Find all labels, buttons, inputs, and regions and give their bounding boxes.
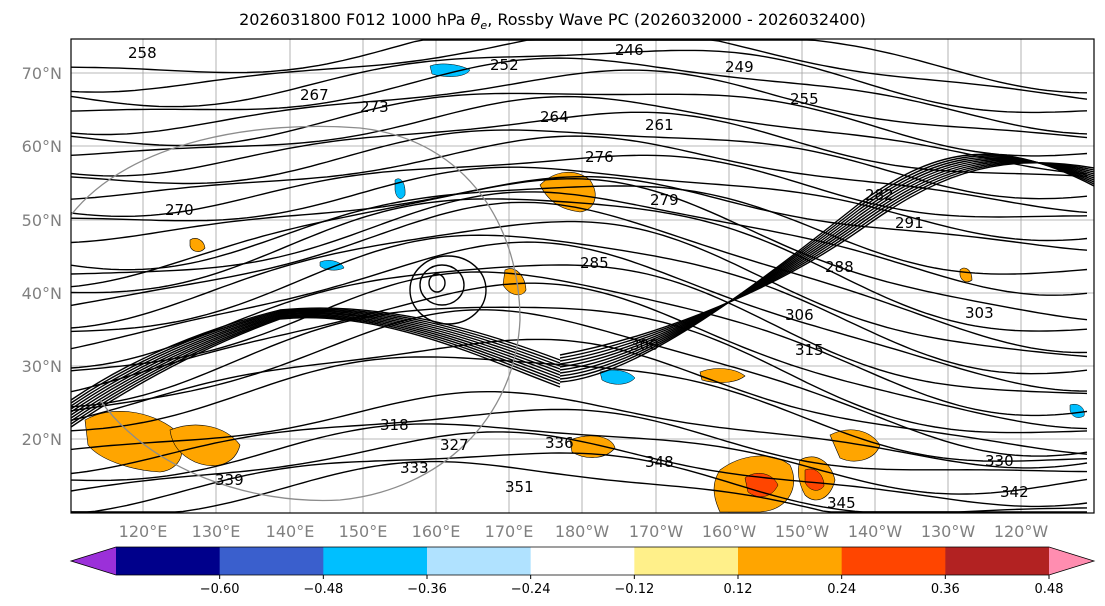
contour-label: 282 (865, 186, 894, 204)
contour-label: 288 (825, 258, 854, 276)
colorbar-segment (323, 547, 428, 575)
map-border (70, 38, 1095, 514)
lat-label: 30°N (22, 357, 62, 376)
contour-label: 318 (380, 416, 409, 434)
contour-label: 336 (545, 434, 574, 452)
lon-label: 180°W (555, 522, 610, 541)
lon-label: 170°W (629, 522, 684, 541)
contour-label: 342 (1000, 483, 1029, 501)
contour-label: 273 (360, 98, 389, 116)
colorbar-extend-high (1049, 547, 1094, 575)
contour-labels: 246 249 252 255 258 261 264 267 270 273 … (128, 41, 1029, 512)
contour-label: 270 (165, 201, 194, 219)
lat-label: 60°N (22, 137, 62, 156)
contour-label: 351 (505, 478, 534, 496)
lon-label: 170°E (485, 522, 534, 541)
contour-label: 258 (128, 44, 157, 62)
colorbar-extend-low (71, 547, 116, 575)
latitude-labels: 70°N 60°N 50°N 40°N 30°N 20°N (22, 64, 62, 449)
closed-low-contours (409, 255, 487, 325)
colorbar-tick-label: 0.24 (827, 582, 856, 597)
contour-label: 345 (827, 494, 856, 512)
lat-label: 20°N (22, 430, 62, 449)
contour-label: 315 (795, 341, 824, 359)
colorbar-segment (841, 547, 946, 575)
colorbar-tick-label: −0.36 (407, 582, 447, 597)
map-title: 2026031800 F012 1000 hPa θe, Rossby Wave… (239, 10, 866, 33)
contour-label: 249 (725, 58, 754, 76)
colorbar: −0.60 −0.48 −0.36 −0.24 −0.12 0.12 0.24 0.36 0.4… (69, 546, 1096, 597)
lon-label: 130°W (921, 522, 976, 541)
colorbar-segment (738, 547, 843, 575)
colorbar-segment (427, 547, 532, 575)
colorbar-tick-label: −0.24 (511, 582, 551, 597)
colorbar-outline (69, 546, 1096, 576)
contour-label: 255 (790, 90, 819, 108)
contour-label: 264 (540, 108, 569, 126)
contour-label: 330 (985, 452, 1014, 470)
contour-label: 339 (215, 471, 244, 489)
colorbar-segment (945, 547, 1050, 575)
lat-label: 40°N (22, 284, 62, 303)
lon-label: 140°W (848, 522, 903, 541)
lon-label: 120°W (994, 522, 1049, 541)
lon-label: 130°E (192, 522, 241, 541)
contour-label: 252 (490, 56, 519, 74)
contour-label: 267 (300, 86, 329, 104)
lon-label: 160°W (702, 522, 757, 541)
contour-label: 276 (585, 148, 614, 166)
contour-label: 285 (580, 254, 609, 272)
map-panel: 246 249 252 255 258 261 264 267 270 273 … (70, 38, 1095, 514)
colorbar-tick-label: 0.12 (724, 582, 753, 597)
lon-label: 150°W (775, 522, 830, 541)
colorbar-segment (116, 547, 221, 575)
lat-label: 70°N (22, 64, 62, 83)
contour-label: 333 (400, 459, 429, 477)
contour-label: 327 (440, 436, 469, 454)
colorbar-tick-label: 0.36 (931, 582, 960, 597)
great-circle-overlay (70, 125, 521, 502)
anomaly-patches (84, 63, 1085, 513)
contour-label: 291 (895, 214, 924, 232)
contour-label: 246 (615, 41, 644, 59)
colorbar-segment (219, 547, 324, 575)
colorbar-tick-label: −0.12 (614, 582, 654, 597)
contour-label: 348 (645, 453, 674, 471)
lon-label: 160°E (412, 522, 461, 541)
contour-label: 279 (650, 191, 679, 209)
contour-label: 306 (785, 306, 814, 324)
colorbar-segment (634, 547, 739, 575)
contour-label: 303 (965, 304, 994, 322)
colorbar-tick-label: −0.48 (303, 582, 343, 597)
colorbar-segment (530, 547, 635, 575)
lon-label: 120°E (119, 522, 168, 541)
lon-label: 140°E (266, 522, 315, 541)
contour-label: 300 (630, 336, 659, 354)
lat-label: 50°N (22, 211, 62, 230)
colorbar-tick-label: −0.60 (200, 582, 240, 597)
theta-e-contours (70, 39, 1095, 513)
lon-label: 150°E (339, 522, 388, 541)
longitude-labels: 120°E 130°E 140°E 150°E 160°E 170°E 180°W 170°W… (119, 522, 1049, 541)
colorbar-tick-label: 0.48 (1035, 582, 1064, 597)
contour-label: 261 (645, 116, 674, 134)
